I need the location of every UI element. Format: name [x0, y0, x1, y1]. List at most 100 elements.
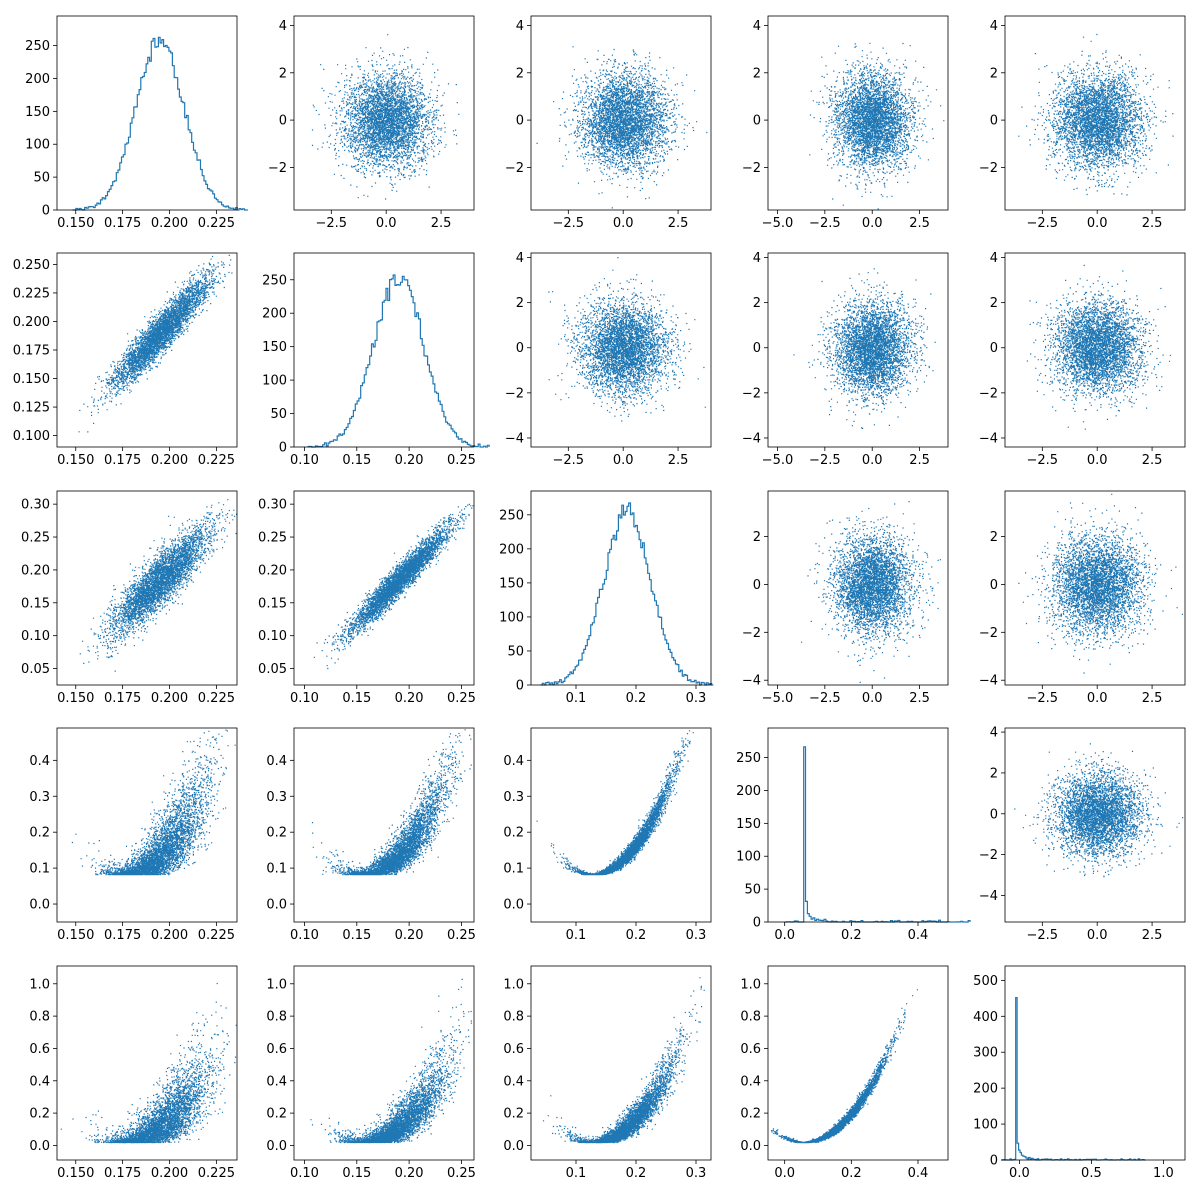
y-tick-label: 1.0: [503, 977, 524, 992]
y-tick-label: 0.25: [21, 531, 50, 546]
y-tick-label: 250: [736, 751, 761, 766]
axes-frame: [767, 727, 949, 923]
axes-frame: [1004, 965, 1186, 1161]
x-tick-label: −5.0: [762, 453, 794, 468]
y-tick-label: 0.05: [21, 662, 50, 677]
x-tick-label: 0.150: [57, 1166, 94, 1181]
scatter-points: [793, 268, 936, 429]
scatter-points: [1014, 743, 1184, 878]
scatter-points: [313, 503, 474, 670]
y-tick-label: 0: [990, 807, 998, 822]
y-tick-label: 0: [516, 679, 524, 694]
x-tick-label: 2.5: [1142, 928, 1163, 943]
x-tick-label: 0.0: [774, 928, 795, 943]
y-tick-label: 0.2: [740, 1107, 761, 1122]
y-tick-label: 2: [990, 530, 998, 545]
subplot-r0-c0: 0.150 0.175 0.200 0.225 0 50 100 150 200 250: [25, 15, 248, 231]
x-tick-label: 0.15: [342, 691, 371, 706]
axes-frame: [530, 15, 712, 211]
x-tick-label: −2.5: [1027, 453, 1059, 468]
x-tick-label: 0.175: [104, 928, 141, 943]
x-tick-label: −2.5: [553, 453, 585, 468]
scatter-points: [771, 989, 918, 1144]
x-tick-label: 0.200: [151, 216, 188, 231]
x-tick-label: 0.200: [151, 1166, 188, 1181]
histogram-steps: [307, 274, 490, 448]
x-tick-label: 0.175: [104, 216, 141, 231]
y-tick-label: 0.10: [258, 629, 287, 644]
x-tick-label: 0.4: [908, 1166, 929, 1181]
axes-frame: [293, 252, 475, 448]
x-tick-label: 0.25: [447, 453, 476, 468]
x-tick-label: 0.200: [151, 453, 188, 468]
x-tick-label: 0.0: [376, 216, 397, 231]
x-tick-label: 0.225: [198, 216, 235, 231]
y-tick-label: −4: [979, 431, 998, 446]
x-tick-label: −2.5: [1027, 216, 1059, 231]
axes-frame: [56, 490, 238, 686]
y-tick-label: 0.15: [258, 596, 287, 611]
y-tick-label: 4: [516, 251, 524, 266]
y-tick-label: −2: [742, 386, 761, 401]
y-tick-label: 0.0: [740, 1139, 761, 1154]
y-tick-label: 0.2: [503, 1107, 524, 1122]
y-tick-label: 0.0: [29, 898, 50, 913]
x-tick-label: 0.15: [342, 453, 371, 468]
x-tick-label: −2.5: [809, 691, 841, 706]
x-tick-label: 2.5: [431, 216, 452, 231]
x-tick-label: 0.200: [151, 691, 188, 706]
x-tick-label: −2.5: [1027, 691, 1059, 706]
x-tick-label: 0.25: [447, 691, 476, 706]
axes-frame: [293, 727, 475, 923]
y-tick-label: 0.30: [21, 498, 50, 513]
y-tick-label: 0.6: [503, 1042, 524, 1057]
y-tick-label: 100: [25, 138, 50, 153]
y-tick-label: 250: [499, 508, 524, 523]
y-tick-label: 500: [973, 974, 998, 989]
x-tick-label: 0.0: [613, 216, 634, 231]
x-tick-label: 0.0: [1087, 928, 1108, 943]
axes-frame: [56, 727, 238, 923]
axes-frame: [1004, 15, 1186, 211]
y-tick-label: 0.100: [13, 429, 50, 444]
histogram-steps: [540, 502, 714, 686]
y-tick-label: 4: [990, 19, 998, 34]
y-tick-label: 0.4: [503, 754, 524, 769]
x-tick-label: 0.225: [198, 453, 235, 468]
y-tick-label: 0.20: [21, 563, 50, 578]
y-tick-label: 0.1: [29, 862, 50, 877]
y-tick-label: 0.2: [29, 1107, 50, 1122]
x-tick-label: 0.3: [686, 928, 707, 943]
y-tick-label: 0.2: [29, 826, 50, 841]
y-tick-label: 0.1: [266, 862, 287, 877]
x-tick-label: 2.5: [1142, 453, 1163, 468]
y-tick-label: 0.250: [13, 258, 50, 273]
subplot-r1-c2: −2.5 0.0 2.5 −4 −2 0 2 4: [505, 251, 712, 468]
y-tick-label: 50: [270, 407, 287, 422]
y-tick-label: 4: [990, 251, 998, 266]
x-tick-label: 0.0: [1087, 691, 1108, 706]
scatter-points: [311, 729, 472, 876]
x-tick-label: 2.5: [668, 453, 689, 468]
x-tick-label: 0.15: [342, 928, 371, 943]
subplot-r4-c0: 0.150 0.175 0.200 0.225 0.0 0.2 0.4 0.6 0.8 1.0: [29, 965, 238, 1181]
x-tick-label: 0.175: [104, 1166, 141, 1181]
y-tick-label: −2: [505, 386, 524, 401]
y-tick-label: 0.30: [258, 498, 287, 513]
x-tick-label: 0.10: [290, 453, 319, 468]
histogram-steps: [1001, 997, 1146, 1161]
x-tick-label: 1.0: [1153, 1166, 1174, 1181]
y-tick-label: 0.0: [503, 1139, 524, 1154]
axes-frame: [530, 965, 712, 1161]
y-tick-label: 100: [973, 1118, 998, 1133]
scatter-points: [1018, 493, 1183, 674]
axes-frame: [293, 15, 475, 211]
x-tick-label: −2.5: [316, 216, 348, 231]
axes-frame: [293, 490, 475, 686]
x-tick-label: 2.5: [1142, 691, 1163, 706]
subplot-r2-c4: −2.5 0.0 2.5 −4 −2 0 2: [979, 490, 1186, 706]
x-tick-label: 0.4: [908, 928, 929, 943]
y-tick-label: 0.4: [29, 754, 50, 769]
axes-frame: [767, 15, 949, 211]
